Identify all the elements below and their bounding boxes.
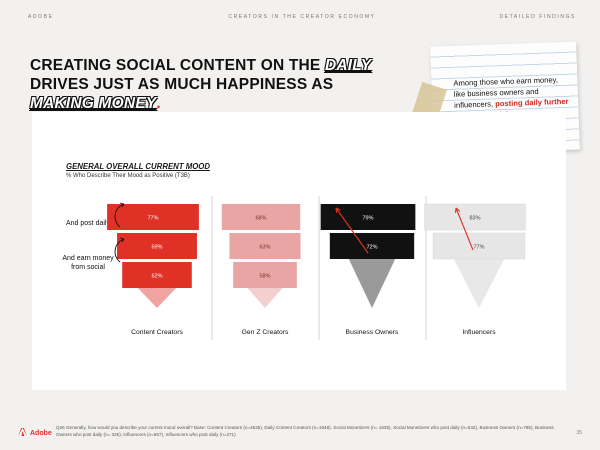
- arrow-earn-money-head: [119, 237, 125, 243]
- headline-period: .: [156, 95, 161, 112]
- content-creators-bar-1: [117, 233, 197, 259]
- business-owners-trend-arrow: [335, 207, 369, 254]
- influencers-value-1: 77%: [473, 245, 484, 251]
- headline-emphasis-money: MAKING MONEY: [30, 95, 157, 112]
- business-owners-value-1: 72%: [366, 245, 377, 251]
- gen-z-creators-funnel-tip: [247, 288, 283, 308]
- content-creators-value-1: 69%: [151, 245, 162, 251]
- business-owners-label: Business Owners: [346, 329, 399, 336]
- row-label-earn-money: And earn money from social: [62, 255, 114, 271]
- headline-emphasis-daily: DAILY: [324, 57, 372, 74]
- gen-z-creators-bar-1: [229, 233, 301, 259]
- business-owners-bar-1: [329, 233, 415, 259]
- gen-z-creators-bar-0: [221, 204, 301, 230]
- arrow-post-daily-head: [119, 202, 125, 208]
- influencers-funnel-tip: [453, 259, 505, 308]
- content-creators-funnel-tip: [137, 288, 177, 308]
- adobe-logo-text: Adobe: [30, 430, 52, 437]
- gen-z-creators-bar-2: [233, 262, 297, 288]
- content-creators-bar-2: [122, 262, 192, 288]
- content-creators-label: Content Creators: [131, 329, 183, 336]
- gen-z-creators-value-2: 58%: [259, 274, 270, 280]
- arrow-earn-money: [114, 238, 125, 263]
- influencers-trend-arrow-head: [455, 207, 461, 214]
- business-owners-value-0: 79%: [362, 216, 373, 222]
- arrow-post-daily: [114, 203, 125, 228]
- content-creators-bar-0: [107, 204, 199, 230]
- page-number: 35: [576, 430, 582, 436]
- chart-card: GENERAL OVERALL CURRENT MOOD % Who Descr…: [32, 112, 566, 390]
- funnel-chart: 77% 69% 62% Content Creators 68% 63% 58% Gen Z …: [107, 196, 526, 340]
- influencers-trend-arrow: [455, 207, 474, 251]
- influencers-bar-1: [432, 232, 526, 260]
- influencers-bar-0: [424, 203, 526, 231]
- content-creators-value-2: 62%: [151, 274, 162, 280]
- content-creators-value-0: 77%: [147, 216, 158, 222]
- influencers-value-0: 83%: [469, 216, 480, 222]
- business-owners-funnel-tip: [348, 259, 396, 308]
- gen-z-creators-label: Gen Z Creators: [242, 329, 289, 336]
- headline-part-1: CREATING SOCIAL CONTENT ON THE: [30, 57, 325, 74]
- row-label-post-daily: And post daily: [66, 220, 110, 227]
- report-title-header: CREATORS IN THE CREATOR ECONOMY: [228, 14, 376, 20]
- business-owners-trend-arrow-head: [335, 207, 341, 214]
- brand-header: ADOBE: [28, 14, 54, 20]
- influencers-label: Influencers: [462, 329, 496, 336]
- footnote: Q26 Generally, how would you describe yo…: [56, 425, 554, 437]
- section-header: DETAILED FINDINGS: [499, 14, 576, 20]
- chart-title: GENERAL OVERALL CURRENT MOOD: [66, 162, 210, 171]
- gen-z-creators-value-1: 63%: [259, 245, 270, 251]
- chart-subtitle: % Who Describe Their Mood as Positive (T…: [66, 173, 190, 179]
- headline-part-2: DRIVES JUST AS MUCH HAPPINESS AS: [30, 76, 334, 93]
- adobe-logo-icon: [18, 428, 27, 436]
- footer: Adobe Q26 Generally, how would you descr…: [0, 410, 600, 450]
- adobe-logo: Adobe: [18, 428, 52, 437]
- page-title: CREATING SOCIAL CONTENT ON THE DAILY DRI…: [30, 56, 390, 113]
- gen-z-creators-value-0: 68%: [255, 216, 266, 222]
